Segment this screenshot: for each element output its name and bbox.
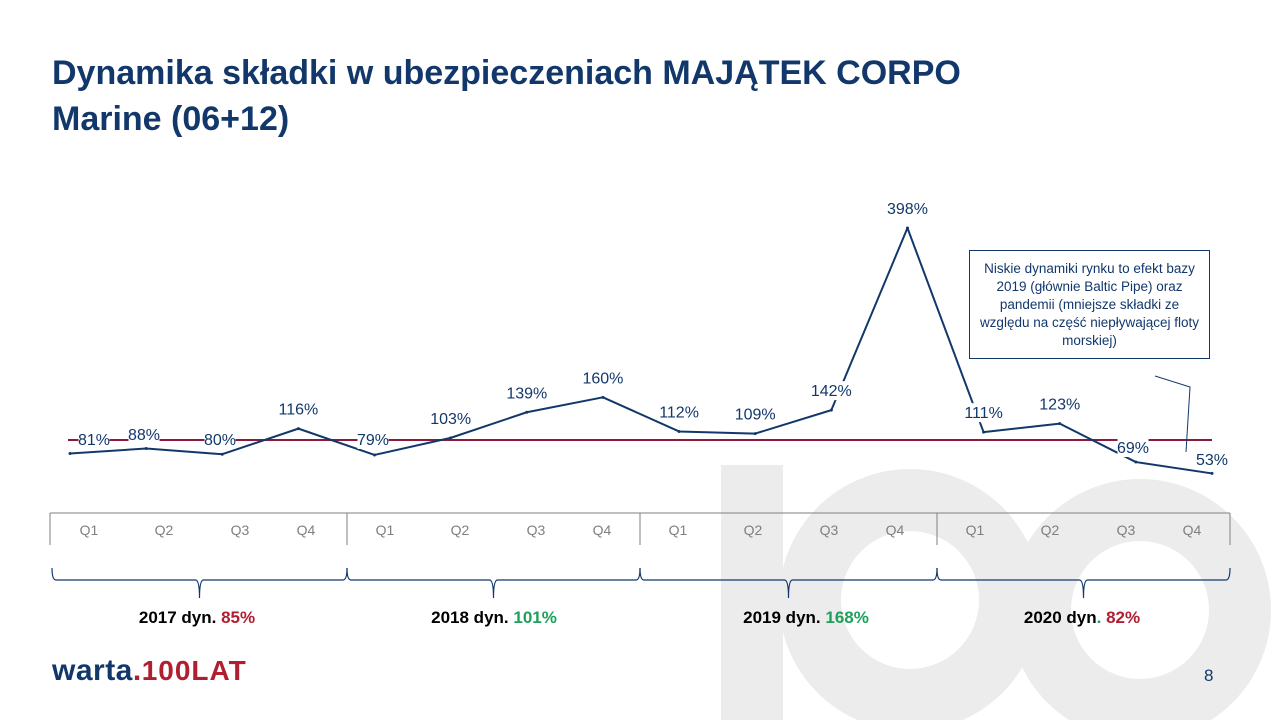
data-point-5	[449, 436, 453, 440]
watermark-100	[721, 465, 1271, 720]
data-label-5: 103%	[430, 411, 471, 428]
year-bracket-1	[346, 567, 641, 599]
data-point-12	[982, 430, 986, 434]
data-label-7: 160%	[582, 370, 623, 387]
logo-sub: 100LAT	[141, 655, 247, 686]
data-label-4: 79%	[357, 432, 389, 449]
tick-label-2017-Q1: Q1	[80, 522, 99, 538]
data-label-8: 112%	[659, 404, 699, 421]
data-point-8	[677, 429, 681, 433]
data-label-bg-0	[78, 430, 110, 449]
logo-main: warta	[52, 654, 133, 687]
year-2017-text: 2017 dyn.	[138, 608, 217, 627]
tick-label-2020-Q1: Q1	[966, 522, 985, 538]
tick-label-2020-Q4: Q4	[1183, 522, 1202, 538]
data-label-9: 109%	[735, 407, 776, 424]
tick-label-2019-Q3: Q3	[820, 522, 839, 538]
year-bracket-3	[936, 567, 1231, 599]
data-point-13	[1058, 422, 1062, 426]
data-label-bg-4	[357, 430, 389, 449]
data-label-bg-6	[506, 383, 547, 403]
logo-dot: .	[132, 654, 142, 687]
data-label-1: 88%	[128, 427, 160, 444]
data-label-bg-9	[735, 404, 776, 424]
data-point-4	[373, 453, 377, 457]
data-label-bg-1	[128, 425, 160, 444]
year-2018-text: 2018 dyn.	[431, 608, 509, 627]
year-2019-label: 2019 dyn. 168%	[696, 608, 916, 628]
tick-label-2018-Q1: Q1	[376, 522, 395, 538]
tick-label-2020-Q2: Q2	[1041, 522, 1060, 538]
tick-label-2019-Q4: Q4	[886, 522, 905, 538]
data-point-10	[829, 408, 833, 412]
data-point-11	[905, 226, 909, 230]
data-point-0	[68, 452, 72, 456]
tick-label-2020-Q3: Q3	[1117, 522, 1136, 538]
year-2018-value: 101%	[513, 608, 557, 627]
year-2020-separator: .	[1096, 608, 1102, 627]
data-label-bg-8	[659, 402, 700, 422]
data-point-3	[296, 427, 300, 431]
warta-logo: warta.100LAT	[52, 654, 247, 688]
annotation-box: Niskie dynamiki rynku to efekt bazy 2019…	[969, 250, 1210, 359]
data-label-bg-3	[278, 399, 319, 419]
page-number: 8	[1204, 666, 1214, 685]
data-label-13: 123%	[1039, 397, 1080, 414]
data-label-bg-13	[1039, 394, 1080, 414]
tick-label-2018-Q3: Q3	[527, 522, 546, 538]
year-bracket-2	[639, 567, 938, 599]
data-label-bg-2	[204, 430, 236, 449]
annotation-callout	[1154, 375, 1191, 453]
year-2019-text: 2019 dyn.	[743, 608, 821, 627]
data-label-0: 81%	[78, 432, 110, 449]
data-point-15	[1210, 471, 1214, 475]
year-bracket-0	[51, 567, 348, 599]
data-label-bg-10	[811, 381, 852, 401]
annotation-text: Niskie dynamiki rynku to efekt bazy 2019…	[979, 260, 1200, 348]
data-point-2	[220, 452, 224, 456]
data-label-3: 116%	[279, 402, 319, 419]
tick-label-2017-Q3: Q3	[231, 522, 250, 538]
tick-label-2017-Q4: Q4	[297, 522, 316, 538]
year-2020-value: 82%	[1106, 608, 1141, 627]
tick-label-2017-Q2: Q2	[155, 522, 174, 538]
year-2019-value: 168%	[825, 608, 869, 627]
tick-label-2019-Q1: Q1	[669, 522, 688, 538]
data-point-1	[144, 447, 148, 451]
year-2020-text: 2020 dyn	[1023, 608, 1097, 627]
data-label-6: 139%	[506, 385, 547, 402]
page-title: Dynamika składki w ubezpieczeniach MAJĄT…	[52, 50, 1152, 142]
tick-label-2018-Q2: Q2	[451, 522, 470, 538]
data-label-bg-11	[887, 199, 928, 218]
data-label-11: 398%	[887, 201, 928, 218]
data-label-14: 69%	[1117, 440, 1149, 457]
data-label-10: 142%	[811, 383, 852, 400]
data-point-7	[601, 395, 605, 399]
data-label-15: 53%	[1196, 452, 1228, 469]
tick-label-2019-Q2: Q2	[744, 522, 763, 538]
tick-label-2018-Q4: Q4	[593, 522, 612, 538]
year-2020-label: 2020 dyn. 82%	[972, 608, 1192, 628]
data-label-12: 111%	[964, 405, 1003, 422]
data-point-9	[753, 432, 757, 436]
data-label-bg-15	[1196, 450, 1228, 469]
year-2018-label: 2018 dyn. 101%	[384, 608, 604, 628]
page-title-line1: Dynamika składki w ubezpieczeniach MAJĄT…	[52, 54, 961, 92]
year-2017-value: 85%	[221, 608, 256, 627]
year-2017-label: 2017 dyn. 85%	[87, 608, 307, 628]
data-point-14	[1134, 460, 1138, 464]
series-line	[69, 227, 1213, 475]
data-label-bg-14	[1117, 438, 1149, 457]
data-point-6	[525, 410, 529, 414]
data-label-2: 80%	[204, 432, 236, 449]
data-label-bg-5	[430, 408, 471, 428]
data-label-bg-12	[963, 403, 1004, 423]
data-label-bg-7	[582, 368, 623, 388]
page-title-line2: Marine (06+12)	[52, 100, 290, 138]
